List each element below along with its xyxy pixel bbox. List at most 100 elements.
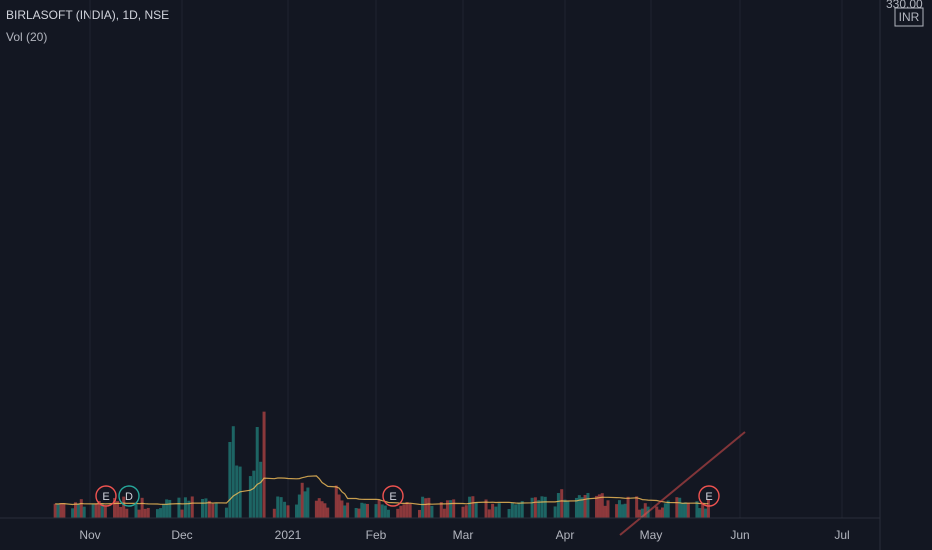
volume-bar (574, 497, 578, 518)
volume-bar (586, 492, 590, 518)
volume-bar (207, 500, 211, 518)
volume-bar (563, 499, 567, 518)
volume-bar (122, 496, 126, 518)
moving-averages (619, 431, 746, 536)
volume-bar (165, 499, 169, 518)
volume-bar (201, 498, 205, 518)
volume-bar (424, 498, 428, 518)
chart-grid (89, 0, 843, 518)
volume-bar (334, 485, 338, 518)
volume-bar (143, 508, 147, 518)
volume-bar (255, 427, 259, 518)
volume-bar (439, 502, 443, 518)
price-axis: 330.00320.00310.00300.00290.00280.00270.… (879, 0, 932, 550)
volume-bar (363, 503, 367, 518)
volume-bar (177, 497, 181, 518)
volume-bar (82, 506, 86, 518)
earnings-marker (382, 485, 404, 507)
volume-bar (494, 506, 498, 518)
volume-bar (377, 499, 381, 518)
volume-bar (640, 508, 644, 518)
volume-bar (180, 509, 184, 518)
volume-bar (704, 508, 708, 518)
trend-line (619, 431, 746, 536)
volume-bar (137, 509, 141, 518)
chart-title: BIRLASOFT (INDIA), 1D, NSE (6, 8, 170, 22)
volume-bar (380, 504, 384, 518)
volume-bar (365, 503, 369, 518)
volume-bar (537, 500, 541, 518)
volume-bar (323, 503, 327, 518)
volume-bar (59, 503, 63, 518)
volume-bar (658, 509, 662, 518)
volume-bar (343, 505, 347, 518)
volume-bar (623, 503, 627, 518)
volume-bar (62, 503, 66, 518)
volume-bars (53, 411, 710, 518)
volume-bar (79, 499, 83, 518)
volume-bar (259, 461, 263, 518)
volume-bar (187, 500, 191, 518)
volume-bar (540, 496, 544, 518)
volume-bar (520, 501, 524, 518)
volume-bar (553, 506, 557, 518)
volume-bar (231, 426, 235, 518)
volume-ma-line (55, 475, 709, 506)
volume-bar (577, 495, 581, 518)
volume-bar (357, 508, 361, 518)
volume-bar (346, 502, 350, 518)
volume-bar (461, 506, 465, 518)
volume-bar (248, 476, 252, 518)
volume-bar (140, 497, 144, 518)
volume-bar (566, 500, 570, 518)
volume-bar (655, 506, 659, 518)
volume-bar (430, 505, 434, 518)
volume-bar (638, 509, 642, 518)
volume-bar (396, 508, 400, 518)
volume-bar (600, 493, 604, 518)
volume-bar (675, 497, 679, 518)
volume-bar (113, 497, 117, 518)
volume-bar (94, 503, 98, 518)
volume-bar (583, 495, 587, 518)
earnings-marker-label: D (125, 491, 133, 503)
volume-bar (427, 497, 431, 518)
volume-bar (606, 500, 610, 518)
time-axis-tick: Nov (79, 528, 100, 542)
volume-bar (53, 503, 57, 518)
volume-bar (626, 496, 630, 518)
volume-bar (484, 499, 488, 518)
currency-badge (894, 7, 924, 27)
volume-bar (73, 502, 77, 518)
volume-bar (603, 505, 607, 518)
volume-bar (468, 496, 472, 518)
volume-bar (560, 489, 564, 518)
volume-bar (666, 500, 670, 518)
volume-bar (190, 496, 194, 518)
volume-bar (660, 507, 664, 518)
earnings-marker (118, 485, 140, 507)
volume-bar (71, 508, 75, 518)
volume-bar (326, 507, 330, 518)
volume-bar (134, 503, 138, 518)
time-axis-tick: Feb (366, 528, 387, 542)
volume-bar (374, 504, 378, 518)
earnings-marker (698, 485, 720, 507)
volume-bar (449, 500, 453, 518)
volume-bar (445, 500, 449, 518)
time-axis-tick: 2021 (275, 528, 302, 542)
volume-bar (125, 508, 129, 518)
earnings-marker-label: E (705, 491, 712, 503)
volume-bar (686, 502, 690, 518)
volume-bar (681, 502, 685, 518)
earnings-marker-label: E (102, 491, 109, 503)
time-axis-tick: Jun (730, 528, 749, 542)
volume-bar (91, 504, 95, 518)
volume-bar (706, 498, 710, 518)
volume-bar (76, 503, 80, 518)
volume-bar (204, 498, 208, 518)
volume-bar (224, 507, 228, 518)
volume-bar (262, 411, 266, 518)
volume-bar (471, 496, 475, 518)
